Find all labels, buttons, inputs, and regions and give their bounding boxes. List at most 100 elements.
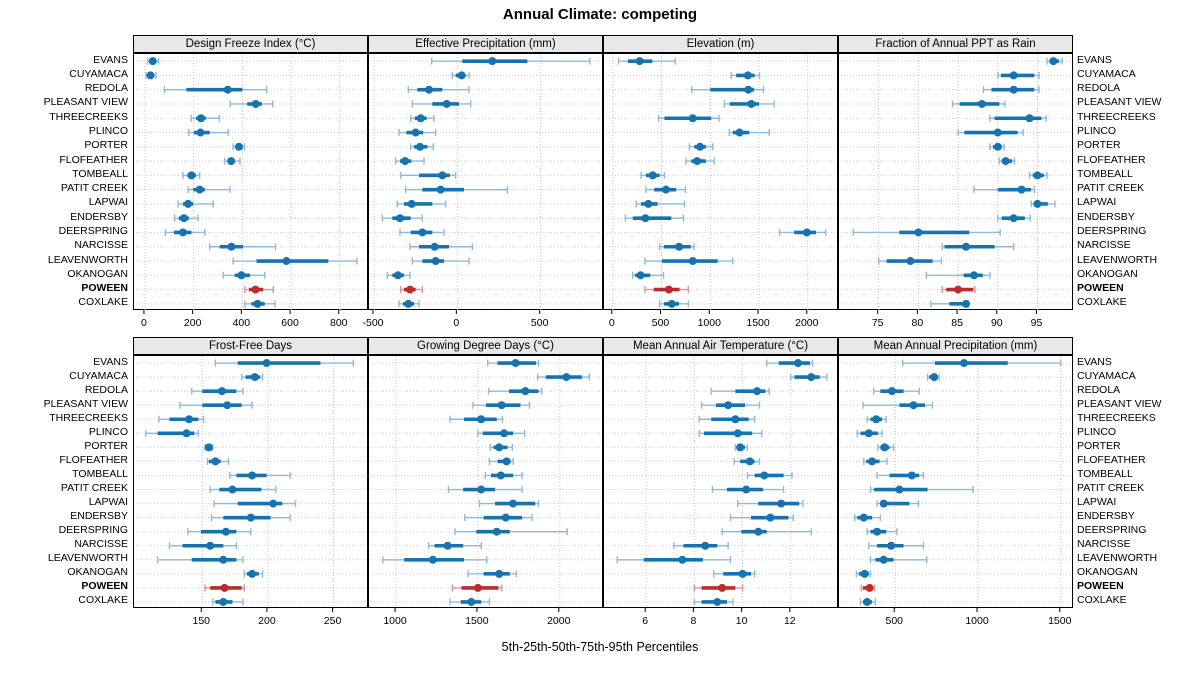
- station-label-right: PORTER: [1077, 439, 1121, 452]
- median-dot: [641, 214, 650, 223]
- station-label-right: ENDERSBY: [1077, 210, 1135, 223]
- median-dot: [488, 57, 497, 66]
- percentile-glyph: [765, 359, 814, 368]
- percentile-glyph: [536, 373, 590, 382]
- station-label-left: CUYAMACA: [69, 67, 128, 80]
- median-dot: [696, 142, 705, 151]
- station-label-right: REDOLA: [1077, 383, 1121, 396]
- median-dot: [495, 569, 504, 578]
- station-label-left: PLEASANT VIEW: [43, 397, 128, 410]
- station-label-left: COXLAKE: [78, 296, 128, 309]
- median-dot: [182, 429, 191, 438]
- median-dot: [562, 373, 571, 382]
- median-dot: [401, 157, 409, 166]
- median-dot: [217, 387, 226, 396]
- station-label-left: ENDERSBY: [70, 210, 128, 223]
- percentile-glyph: [876, 499, 920, 508]
- percentile-glyph: [700, 401, 761, 410]
- percentile-glyph: [998, 157, 1016, 166]
- median-dot: [262, 359, 271, 368]
- percentile-glyph: [146, 57, 160, 66]
- median-dot: [744, 85, 753, 94]
- panel-body: [368, 53, 603, 311]
- median-dot: [179, 214, 188, 223]
- median-dot: [521, 387, 530, 396]
- median-dot: [148, 57, 157, 66]
- percentile-glyph: [778, 228, 827, 237]
- percentile-glyph: [632, 271, 665, 280]
- panel-plot-area: [371, 356, 602, 609]
- percentile-glyph: [728, 128, 770, 137]
- median-dot: [859, 513, 868, 522]
- tick-label: 1500: [1048, 615, 1072, 627]
- station-label-left: THREECREEKS: [49, 110, 128, 123]
- station-label-left: POWEEN: [81, 580, 128, 593]
- panel-plot-area: [136, 356, 367, 609]
- percentile-glyph: [399, 285, 424, 294]
- percentile-glyph: [691, 85, 765, 94]
- median-dot: [1009, 85, 1018, 94]
- tick-label: 500: [531, 317, 549, 329]
- median-dot: [880, 443, 889, 452]
- median-dot: [733, 429, 742, 438]
- station-label-right: DEERSPRING: [1077, 524, 1147, 537]
- station-label-left: OKANOGAN: [67, 267, 128, 280]
- percentile-glyph: [451, 583, 503, 592]
- percentile-glyph: [737, 499, 804, 508]
- station-label-left: DEERSPRING: [58, 224, 128, 237]
- station-label-left: PLEASANT VIEW: [43, 96, 128, 109]
- median-dot: [688, 114, 697, 123]
- median-dot: [406, 285, 414, 294]
- tick-label: 150: [193, 615, 211, 627]
- percentile-glyph: [190, 114, 220, 123]
- tick-label: 12: [784, 615, 796, 627]
- percentile-glyph: [244, 299, 276, 308]
- median-dot: [496, 471, 505, 480]
- station-label-right: REDOLA: [1077, 82, 1121, 95]
- tick-label: 1000: [698, 317, 722, 329]
- percentile-glyph: [398, 299, 420, 308]
- station-label-left: REDOLA: [84, 82, 128, 95]
- station-label-left: EVANS: [93, 355, 128, 368]
- median-dot: [678, 555, 687, 564]
- percentile-glyph: [730, 71, 761, 80]
- percentile-glyph: [876, 471, 925, 480]
- median-dot: [221, 527, 230, 536]
- station-label-right: OKANOGAN: [1077, 566, 1138, 579]
- percentile-glyph: [449, 597, 491, 606]
- percentile-glyph: [488, 457, 514, 466]
- median-dot: [648, 171, 657, 180]
- station-label-left: FLOFEATHER: [59, 453, 128, 466]
- median-dot: [766, 513, 775, 522]
- percentile-glyph: [982, 85, 1040, 94]
- median-dot: [664, 285, 673, 294]
- median-dot: [196, 114, 205, 123]
- median-dot: [234, 142, 243, 151]
- percentile-glyph: [229, 471, 291, 480]
- percentile-glyph: [487, 359, 540, 368]
- station-label-right: LAPWAI: [1077, 196, 1117, 209]
- tick-label: 85: [951, 317, 963, 329]
- station-label-right: PLINCO: [1077, 125, 1117, 138]
- percentile-glyph: [204, 443, 214, 452]
- median-dot: [248, 471, 257, 480]
- percentile-glyph: [925, 271, 991, 280]
- percentile-glyph: [447, 485, 523, 494]
- median-dot: [887, 387, 896, 396]
- percentile-glyph: [873, 387, 920, 396]
- median-dot: [492, 527, 501, 536]
- percentile-glyph: [467, 569, 518, 578]
- tick-label: 2000: [795, 317, 819, 329]
- panel-body: [603, 53, 838, 311]
- median-dot: [969, 271, 978, 280]
- median-dot: [246, 513, 255, 522]
- median-dot: [754, 527, 763, 536]
- station-label-left: LAPWAI: [88, 196, 128, 209]
- percentile-glyph: [381, 214, 424, 223]
- station-label-left: NARCISSE: [74, 239, 128, 252]
- percentile-glyph: [734, 443, 749, 452]
- median-dot: [396, 214, 404, 223]
- percentile-glyph: [399, 171, 457, 180]
- percentile-glyph: [616, 555, 732, 564]
- percentile-glyph: [693, 583, 744, 592]
